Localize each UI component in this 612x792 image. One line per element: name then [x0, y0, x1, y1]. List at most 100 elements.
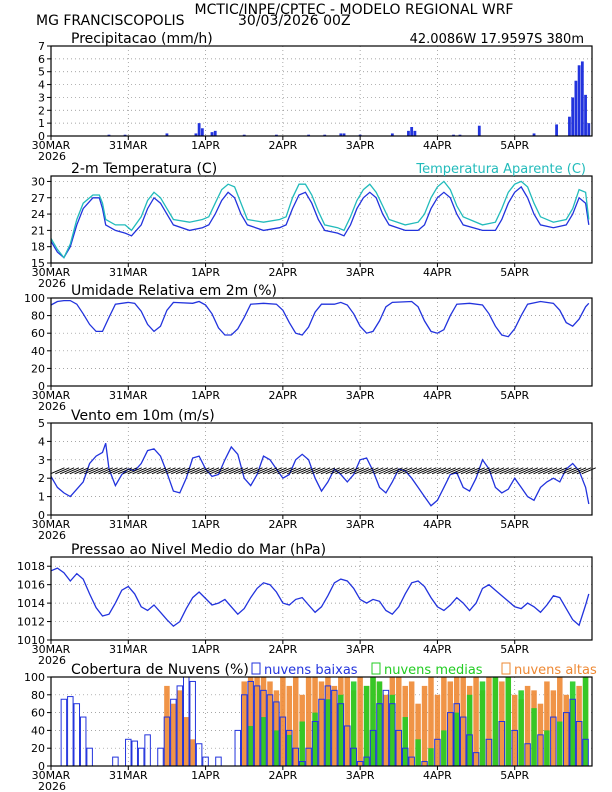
x-tick-label: 4APR — [423, 266, 452, 279]
wind-barb — [523, 467, 538, 475]
x-tick-label: 2APR — [268, 389, 297, 402]
cloud-bar-nuvens-medias — [370, 677, 376, 766]
wind-barb — [301, 467, 316, 475]
wind-barb — [538, 467, 553, 475]
wind-barb — [581, 467, 596, 475]
precip-bar — [574, 80, 578, 136]
precip-bar — [358, 134, 362, 136]
panel-frame — [50, 297, 593, 387]
y-tick-label: 60 — [31, 707, 45, 720]
wind-barb — [407, 467, 423, 475]
x-tick-label: 30MAR — [32, 769, 71, 782]
header-location: MG FRANCISCOPOLIS — [36, 13, 185, 29]
x-tick-label: 4APR — [423, 389, 452, 402]
cloud-bar-nuvens-altas — [441, 677, 447, 766]
wind-barb — [325, 467, 340, 475]
x-tick-label: 1APR — [191, 518, 220, 531]
legend-label: nuvens altas — [514, 663, 597, 678]
wind-barb — [296, 467, 311, 475]
precip-bar — [477, 125, 481, 136]
wind-barb — [132, 467, 147, 475]
y-tick-label: 2 — [38, 104, 45, 117]
y-tick-label: 1018 — [17, 560, 45, 573]
cloud-bar-nuvens-medias — [286, 734, 293, 766]
panel-5: 0 20 40 60 80 100 30MAR 31MAR 1APR 2APR 3APR 4APR 5A… — [24, 662, 597, 792]
cloud-bar-nuvens-altas — [164, 685, 170, 766]
legend-aparente: Temperatura Aparente (C) — [415, 162, 586, 177]
wind-barb — [417, 467, 432, 475]
x-tick-label: 4APR — [423, 139, 452, 152]
y-tick-label: 2 — [38, 472, 45, 485]
x-tick-label: 5APR — [500, 518, 529, 531]
cloud-bar-nuvens-altas — [273, 690, 280, 766]
wind-barb — [142, 467, 157, 475]
wind-barb — [567, 467, 582, 475]
wind-barb — [74, 467, 89, 475]
y-tick-label: 20 — [31, 742, 45, 755]
cloud-bar-nuvens-altas — [499, 681, 505, 766]
cloud-bar-nuvens-medias — [544, 730, 550, 766]
x-tick-label: 31MAR — [109, 518, 148, 531]
wind-barb — [228, 467, 244, 475]
legend-label: nuvens baixas — [264, 663, 358, 678]
wind-barb — [272, 467, 287, 475]
panel-frame — [50, 556, 593, 641]
x-tick-label: 30MAR — [32, 139, 71, 152]
panel-2: 0 20 40 60 80 100 30MAR 31MAR 1APR 2APR 3APR 4APR 5A… — [24, 283, 593, 413]
y-tick-label: 27 — [31, 192, 45, 205]
cloud-bar-nuvens-altas — [421, 685, 428, 766]
cloud-bar-nuvens-altas — [396, 677, 402, 766]
wind-barb — [190, 467, 205, 475]
wind-barb — [200, 467, 215, 475]
y-tick-label: 4 — [38, 79, 45, 92]
precip-bar — [532, 133, 536, 136]
wind-barb — [431, 467, 447, 475]
panel-3: 0 1 2 3 4 5 30MAR 31MAR 1APR 2APR 3APR 4APR 5APR 2026… — [32, 408, 596, 542]
wind-barb — [393, 467, 408, 475]
y-tick-label: 1 — [38, 117, 45, 130]
wind-barb — [146, 467, 162, 475]
cloud-bar-nuvens-medias — [582, 677, 589, 766]
wind-barb — [378, 467, 394, 475]
wind-barb — [267, 467, 282, 475]
precip-bar — [458, 134, 462, 136]
wind-barb — [108, 467, 123, 475]
cloud-bar-nuvens-altas — [486, 677, 492, 766]
wind-barb — [171, 467, 186, 475]
wind-barb — [315, 467, 331, 475]
cloud-bar-nuvens-medias — [441, 730, 447, 766]
cloud-bar-nuvens-baixas — [131, 740, 138, 767]
x-tick-label: 5APR — [500, 643, 529, 656]
cloud-bar-nuvens-medias — [389, 694, 396, 766]
cloud-bar-nuvens-altas — [524, 685, 531, 766]
panel-4: 1010 1012 1014 1016 1018 30MAR 31MAR 1APR 2APR 3A… — [17, 542, 593, 667]
header-title: MCTIC/INPE/CPTEC - MODELO REGIONAL WRF — [195, 2, 514, 18]
wind-barb — [335, 467, 350, 475]
x-tick-label: 2APR — [268, 139, 297, 152]
legend-label: nuvens medias — [384, 663, 483, 678]
wind-barb — [484, 467, 500, 475]
wind-barb — [509, 467, 524, 475]
precip-bar — [323, 134, 327, 136]
year-label: 2026 — [38, 277, 66, 290]
cloud-bar-nuvens-baixas — [73, 703, 81, 767]
x-tick-label: 1APR — [191, 139, 220, 152]
wind-barb — [552, 467, 567, 475]
wind-barb — [364, 467, 379, 475]
y-tick-label: 0 — [38, 380, 45, 393]
wind-barb — [369, 467, 384, 475]
y-tick-label: 1014 — [17, 597, 45, 610]
wind-barb — [88, 467, 104, 475]
header-run: 30/03/2026 00Z — [238, 13, 351, 29]
wind-barb — [257, 467, 273, 475]
wind-barb — [349, 467, 365, 475]
wind-barb — [427, 467, 442, 475]
wind-barb — [562, 467, 577, 475]
wind-barb — [499, 467, 514, 475]
y-tick-label: 7 — [38, 40, 45, 53]
wind-barb — [383, 467, 398, 475]
wind-barb — [209, 467, 225, 475]
